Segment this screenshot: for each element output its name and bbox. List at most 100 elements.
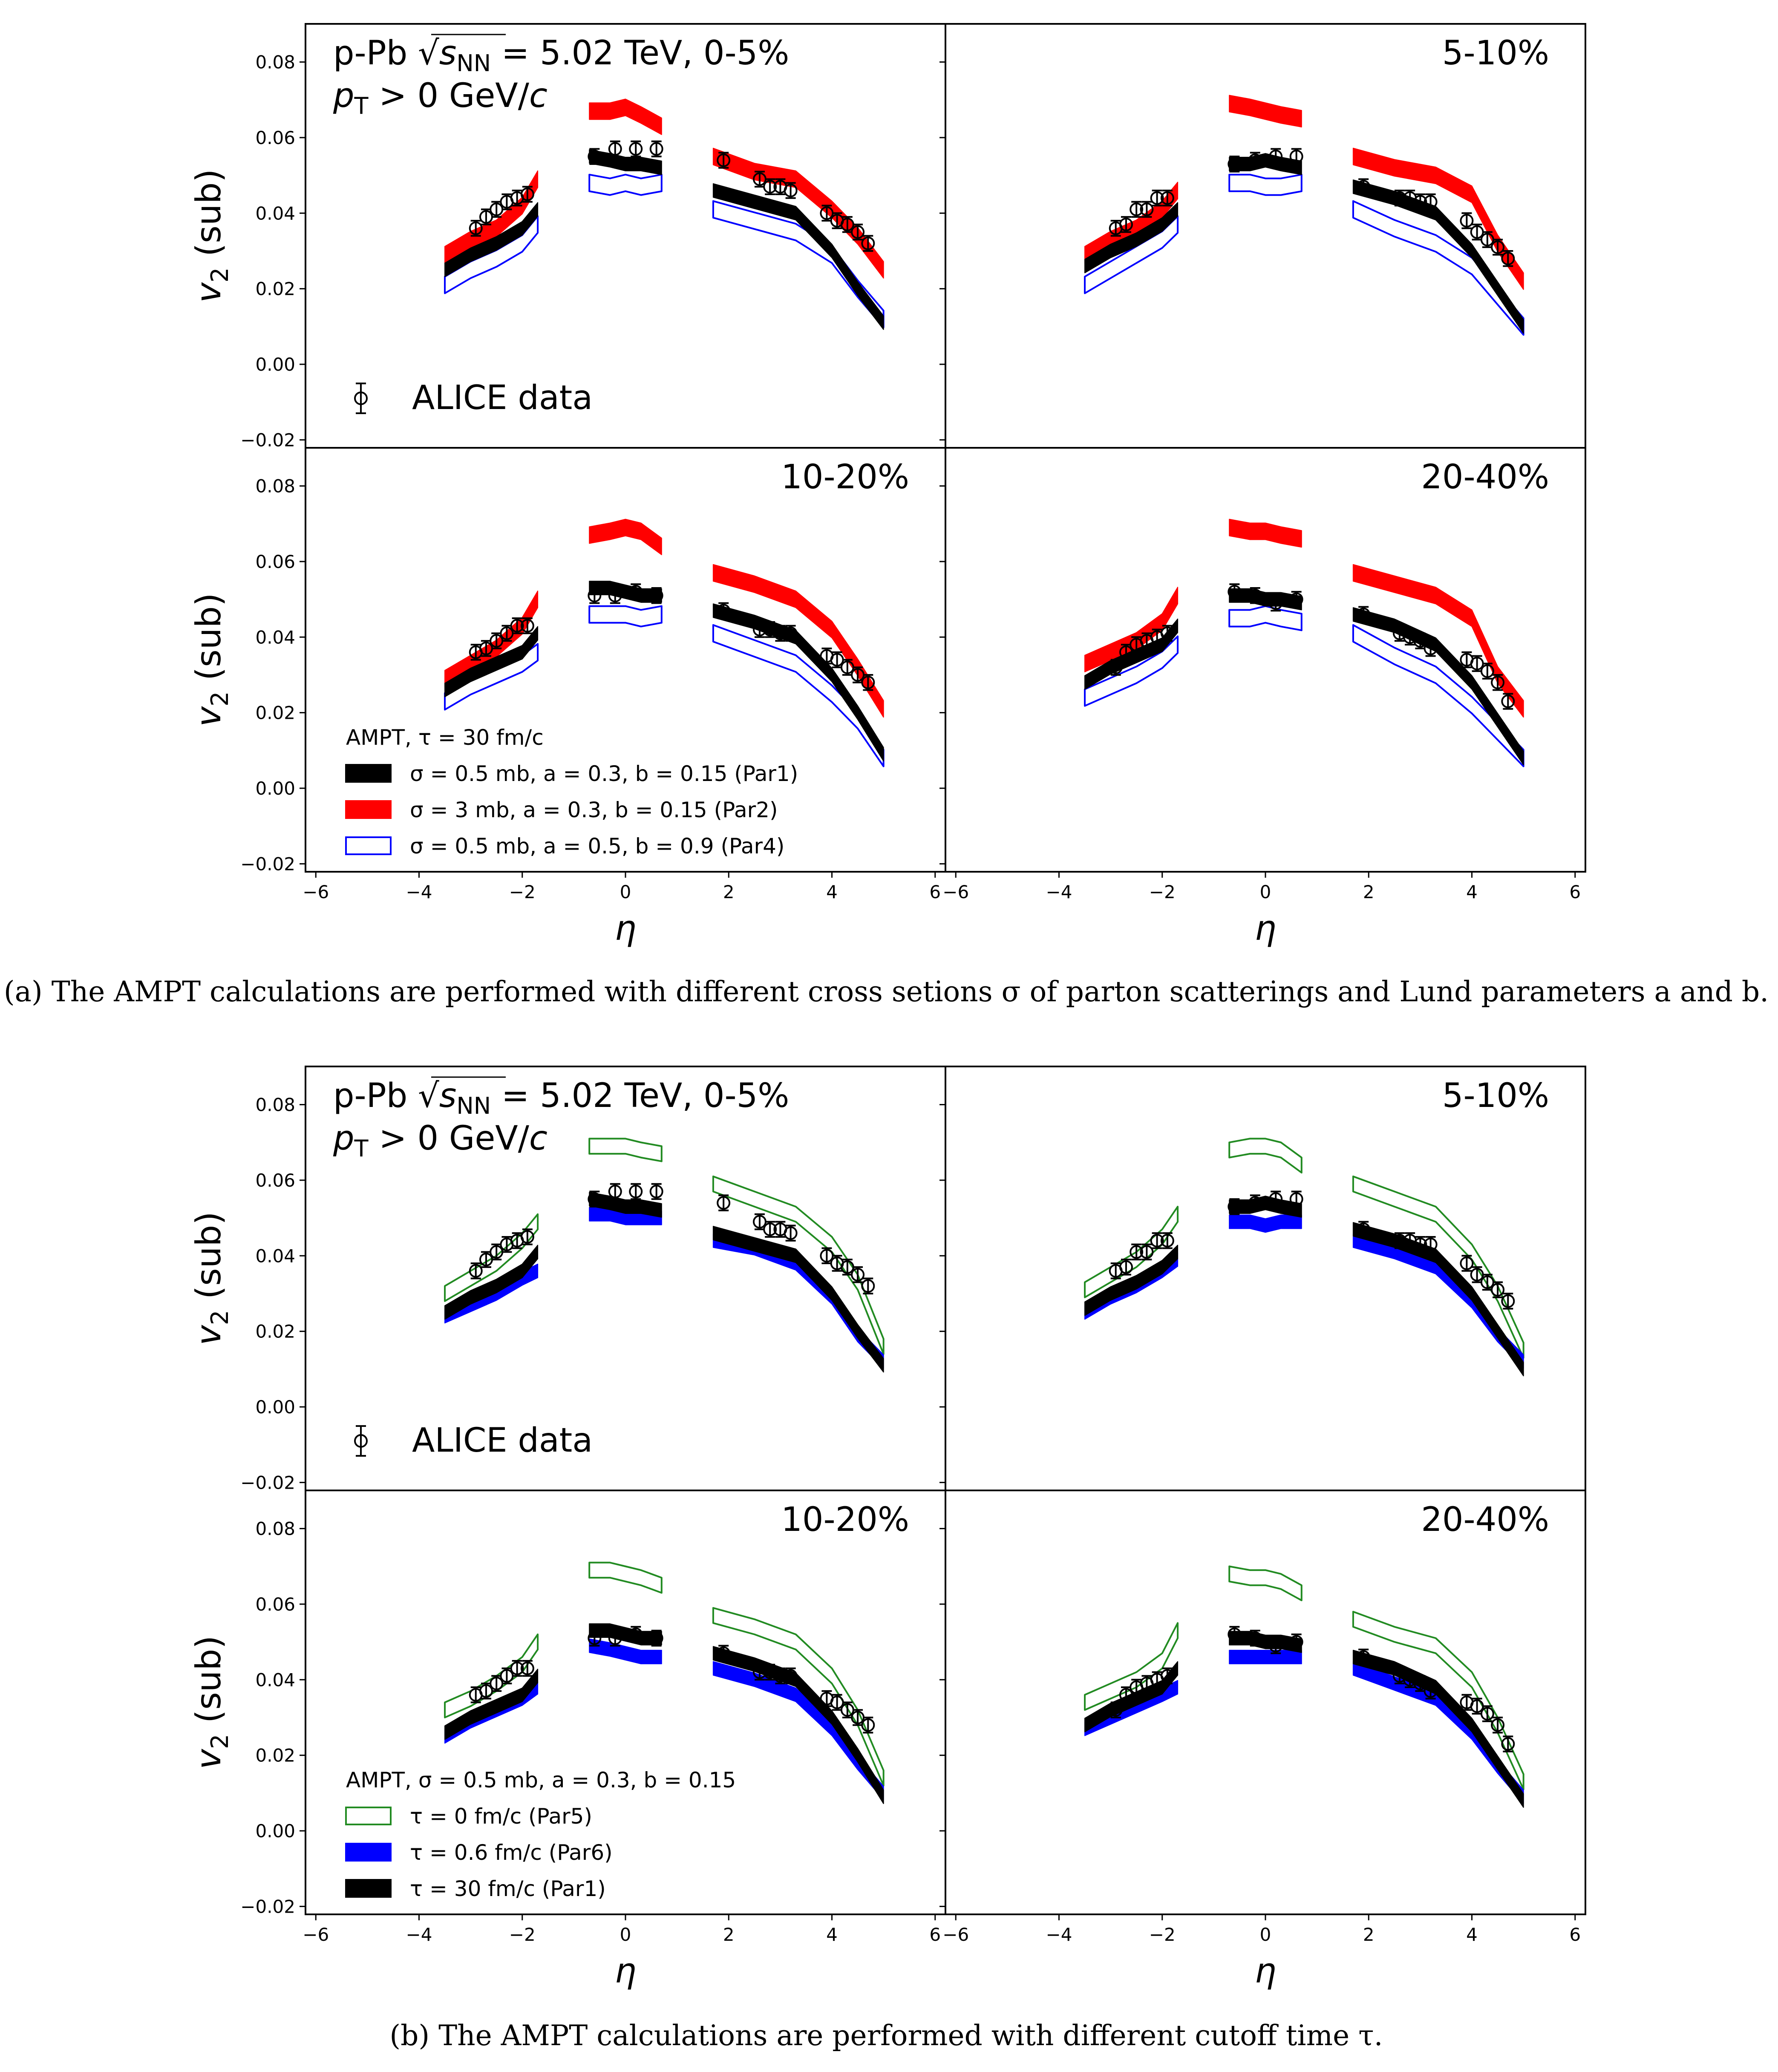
data-point <box>763 1221 777 1238</box>
text-span: p-Pb <box>333 34 418 72</box>
legend-data-marker <box>354 1434 368 1448</box>
data-point <box>588 148 602 165</box>
data-point <box>1109 1701 1123 1718</box>
axes-frame <box>945 1066 1586 1491</box>
data-point <box>1501 1735 1515 1752</box>
text-span: v <box>189 282 228 303</box>
x-tick-label: −6 <box>303 882 329 902</box>
data-point <box>1248 1194 1262 1211</box>
legend-label-Par5: τ = 0 fm/c (Par5) <box>410 1804 592 1829</box>
data-point <box>649 1183 663 1200</box>
y-tick-label: −0.02 <box>240 853 295 874</box>
data-point <box>1228 1198 1242 1215</box>
pt-annotation: pT > 0 GeV/c <box>333 77 548 119</box>
text-span: > 0 GeV/ <box>369 1119 530 1158</box>
data-point <box>1392 625 1406 642</box>
data-marker <box>851 1268 865 1282</box>
legend: AMPT, τ = 30 fm/c σ = 0.5 mb, a = 0.3, b … <box>345 725 798 859</box>
y-tick-label: −0.02 <box>240 1472 295 1493</box>
panel-20-40%: −6 −4 −2 0 2 4 6 20-40% η <box>939 1490 1586 1991</box>
data-marker <box>649 1631 663 1645</box>
text-span: v <box>189 706 228 727</box>
data-point <box>629 1183 643 1200</box>
data-marker <box>1424 195 1438 209</box>
y-axis-label: v2 (sub) <box>189 593 234 727</box>
data-point <box>490 1675 504 1692</box>
y-tick-label: 0.04 <box>255 1245 295 1266</box>
data-marker <box>629 1184 643 1199</box>
legend-label-Par6: τ = 0.6 fm/c (Par6) <box>410 1840 613 1865</box>
data-marker <box>1491 1718 1505 1732</box>
band-Par5 <box>712 1607 885 1787</box>
data-marker <box>520 187 534 201</box>
panel-0-5%: −0.02 0.00 0.02 0.04 0.06 0.08 p-Pb √sNN = 5.0… <box>189 1066 946 1493</box>
y-tick-label: 0.04 <box>255 627 295 648</box>
band-Par5 <box>712 1176 885 1355</box>
legend-title: AMPT, τ = 30 fm/c <box>346 725 544 750</box>
data-point <box>588 1630 602 1647</box>
data-marker <box>1501 1737 1515 1751</box>
data-point <box>608 1183 622 1200</box>
data-point <box>1491 1716 1505 1734</box>
y-tick-label: 0.06 <box>255 551 295 572</box>
data-marker <box>629 1627 643 1641</box>
data-marker <box>588 1631 602 1645</box>
y-tick-label: 0.08 <box>255 52 295 73</box>
text-span: (sub) <box>189 1212 228 1310</box>
data-marker <box>1480 664 1494 678</box>
figure-b: −0.02 0.00 0.02 0.04 0.06 0.08 p-Pb √sNN = 5.0… <box>189 1066 1586 2052</box>
text-span: s <box>439 34 457 72</box>
data-point <box>490 201 504 218</box>
data-point <box>763 178 777 195</box>
figure-caption: (a) The AMPT calculations are performed … <box>4 975 1769 1008</box>
data-marker <box>763 180 777 194</box>
band-Par1 <box>444 202 539 277</box>
data-marker <box>1460 1256 1474 1271</box>
x-tick-label: 6 <box>929 1924 941 1945</box>
text-span: v <box>189 1749 228 1769</box>
data-point <box>1140 201 1154 218</box>
data-marker <box>1140 202 1154 216</box>
x-tick-label: 4 <box>826 882 838 902</box>
data-marker <box>1491 1283 1505 1297</box>
data-point <box>1392 190 1406 207</box>
band-Par2 <box>712 564 884 718</box>
band-Par1 <box>589 1623 662 1645</box>
band-Par1 <box>1084 1245 1179 1316</box>
data-marker <box>469 221 483 235</box>
data-point <box>1150 190 1164 207</box>
data-marker <box>1501 251 1515 265</box>
data-point <box>1160 190 1174 207</box>
data-point <box>1413 193 1427 210</box>
data-point <box>1269 1190 1283 1208</box>
data-point <box>1140 1243 1154 1261</box>
text-span: p <box>333 1119 354 1158</box>
data-marker <box>861 675 875 689</box>
panel-5-10%: 5-10% <box>939 23 1586 449</box>
y-tick-label: 0.00 <box>255 1397 295 1418</box>
sqrt-sign: √ <box>418 34 439 72</box>
data-marker <box>520 619 534 633</box>
panel-5-10%: 5-10% <box>939 1066 1586 1491</box>
data-marker <box>861 236 875 251</box>
y-tick-label: 0.02 <box>255 1321 295 1342</box>
legend-swatch-Par4 <box>345 836 392 856</box>
pt-annotation: pT > 0 GeV/c <box>333 1119 548 1162</box>
x-tick-label: −6 <box>942 882 969 902</box>
data-marker <box>717 1646 731 1660</box>
text-span: 2 <box>206 692 234 707</box>
data-point <box>588 1190 602 1208</box>
data-marker <box>649 588 663 602</box>
y-tick-label: 0.08 <box>255 1519 295 1539</box>
text-span: (sub) <box>189 1636 228 1734</box>
legend-swatch-Par5 <box>345 1807 392 1826</box>
panel-10-20%: −0.02 0.00 0.02 0.04 0.06 0.08 −6 −4 −2 0 2 4 6 10-20… <box>189 1490 946 1991</box>
text-span: NN <box>456 50 491 77</box>
data-marker <box>717 153 731 167</box>
data-point <box>1269 148 1283 165</box>
data-marker <box>629 585 643 599</box>
data-point <box>1357 178 1371 195</box>
data-marker <box>1130 1245 1144 1259</box>
data-marker <box>1228 1200 1242 1214</box>
y-tick-label: 0.00 <box>255 354 295 375</box>
